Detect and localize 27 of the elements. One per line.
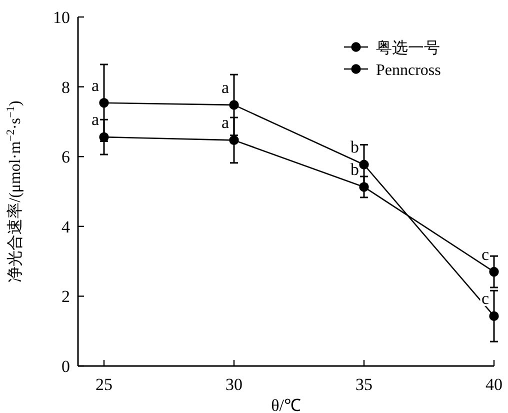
- y-tick-label: 2: [62, 287, 70, 306]
- x-tick-label: 30: [226, 375, 242, 394]
- point: [99, 98, 109, 108]
- y-tick-label: 8: [62, 78, 70, 97]
- legend-label: Penncross: [376, 62, 441, 79]
- annotation: c: [481, 244, 490, 264]
- y-tick-label: 0: [62, 357, 70, 376]
- annotation: a: [221, 113, 230, 132]
- x-tick-label: 25: [96, 375, 112, 394]
- annotation: a: [91, 76, 100, 95]
- y-tick-label: 6: [62, 148, 70, 167]
- point: [489, 311, 499, 321]
- annotation: c: [481, 289, 490, 308]
- point: [229, 135, 239, 146]
- x-tick-label: 35: [356, 375, 372, 394]
- point: [359, 160, 369, 170]
- y-tick-label: 4: [62, 217, 70, 236]
- annotation: b: [350, 138, 359, 157]
- annotation: b: [350, 160, 359, 179]
- x-tick-label: 40: [486, 375, 502, 394]
- point: [229, 100, 239, 110]
- y-tick-label: 10: [53, 8, 70, 27]
- x-axis-title: θ/℃: [271, 396, 301, 413]
- annotation: a: [221, 78, 230, 97]
- point: [489, 266, 499, 277]
- legend-label: 粤选一号: [376, 39, 440, 57]
- annotation: a: [91, 110, 100, 130]
